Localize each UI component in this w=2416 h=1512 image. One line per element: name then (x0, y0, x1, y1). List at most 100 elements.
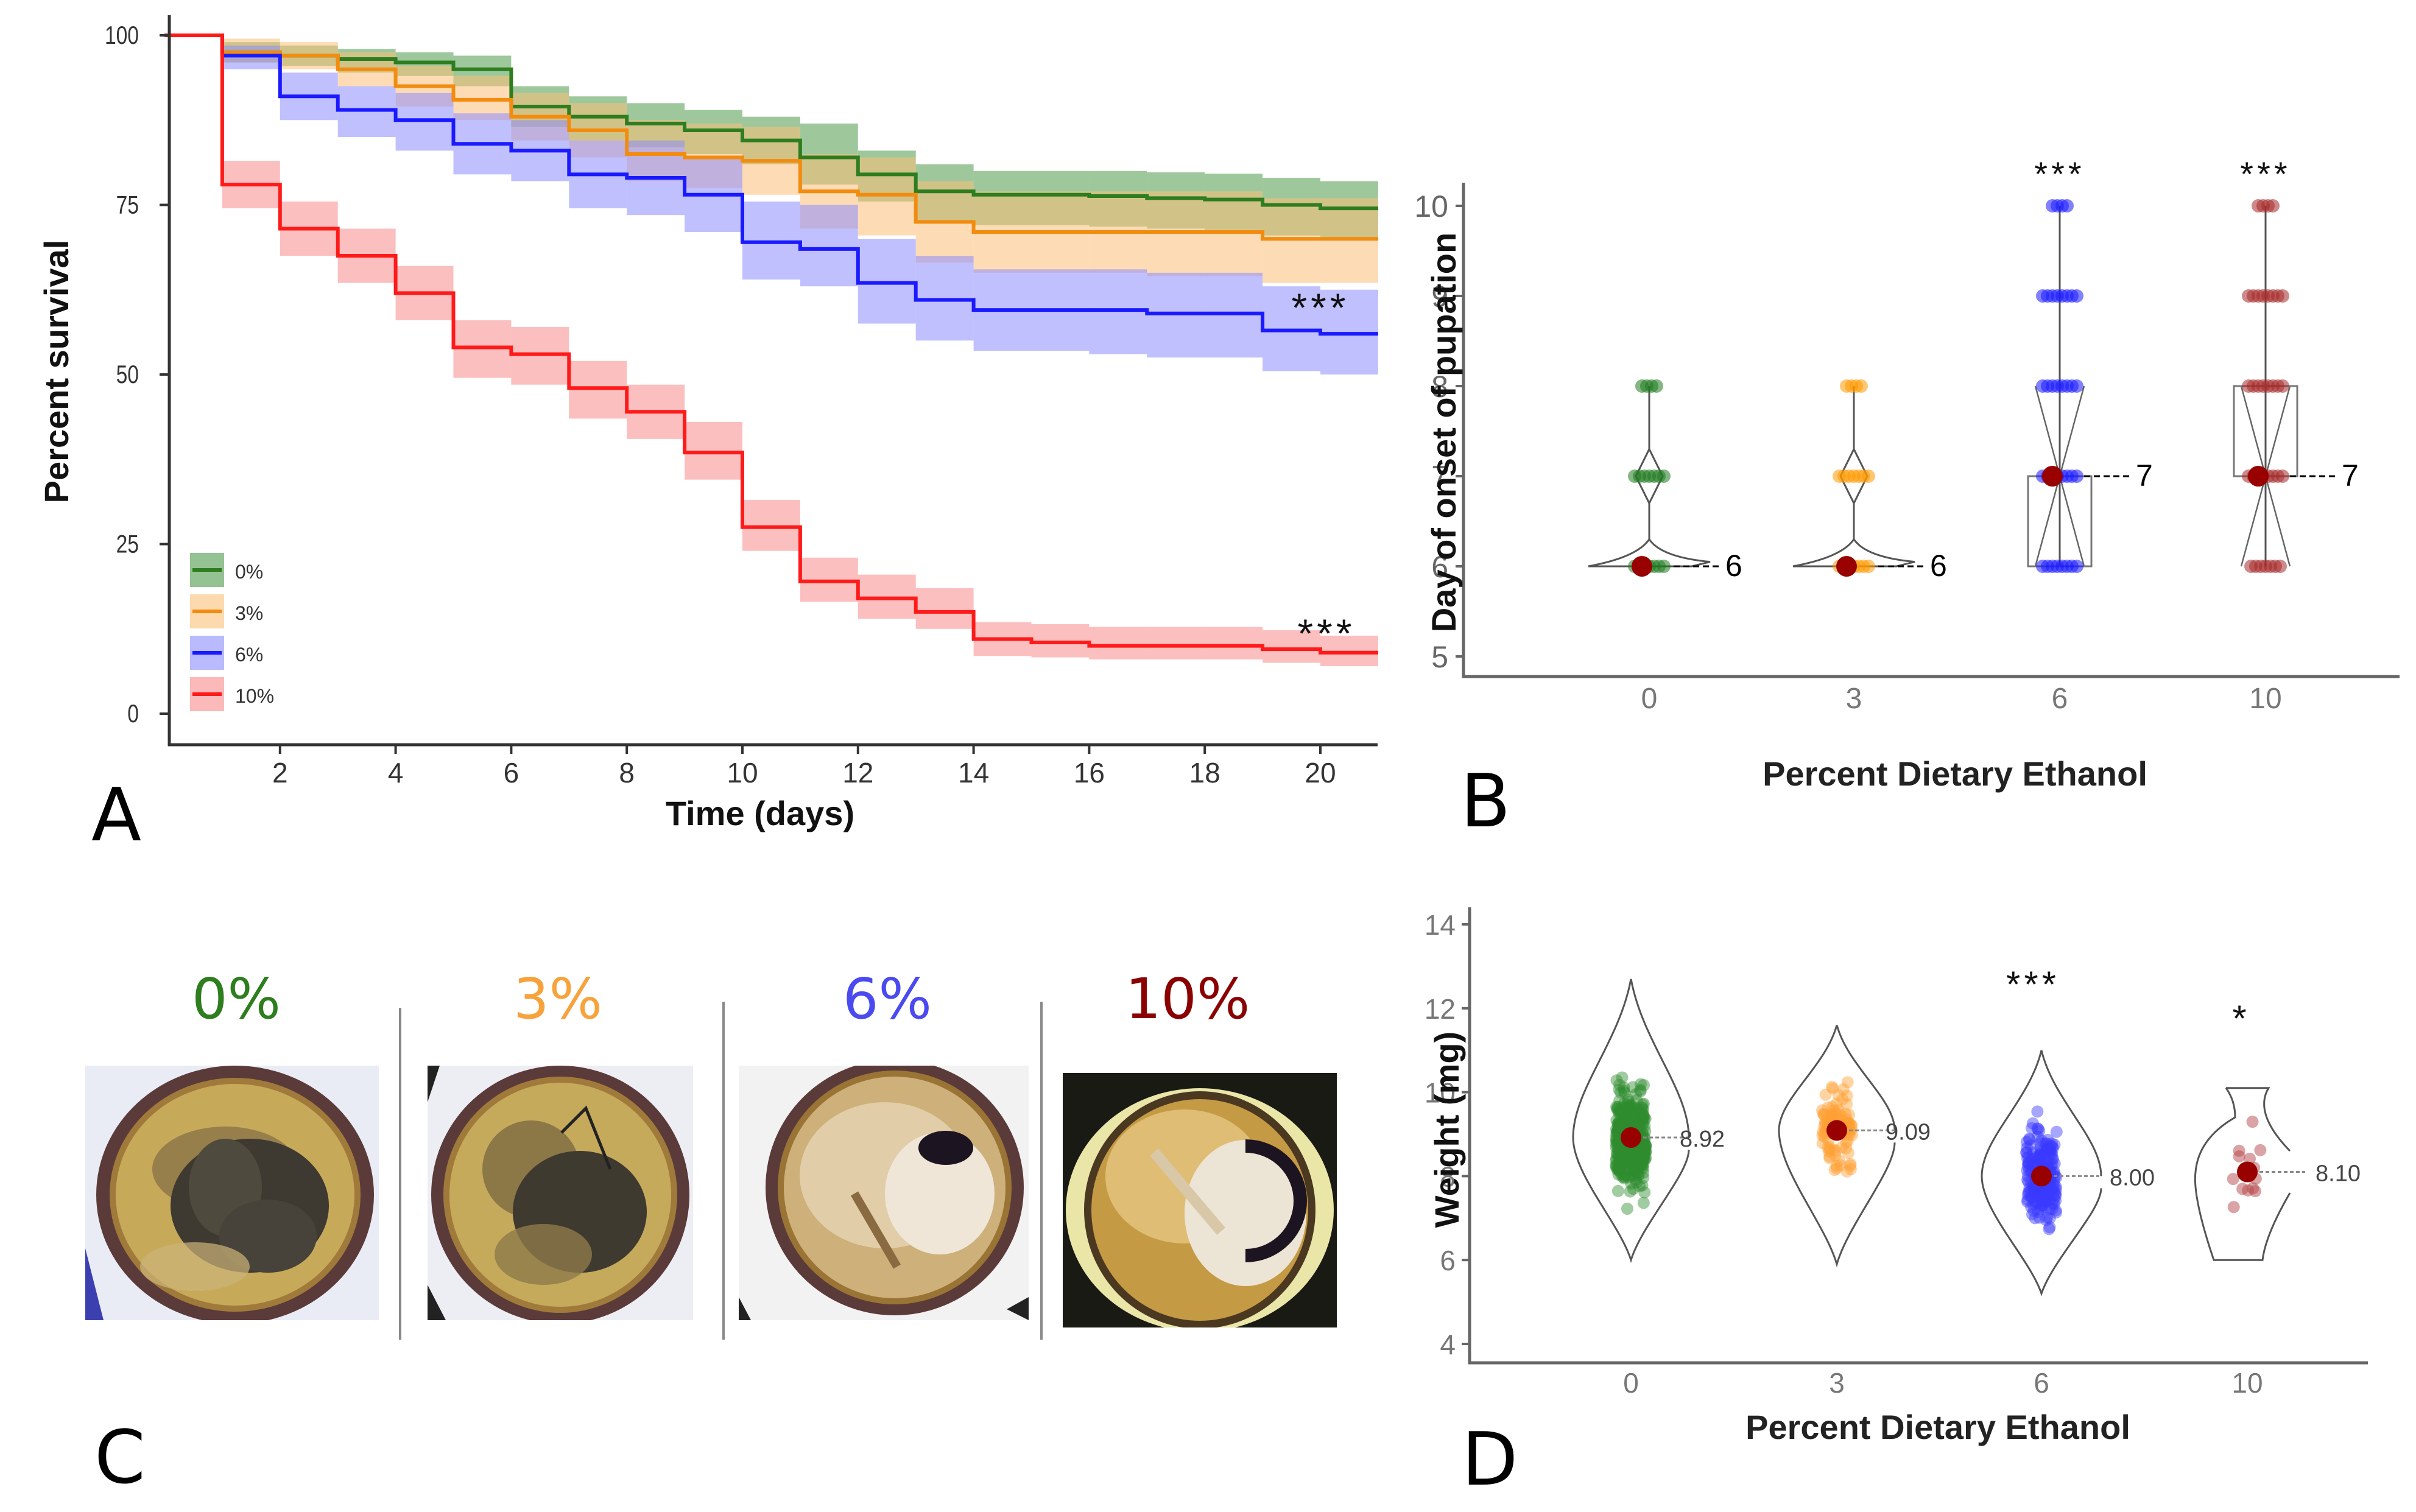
x-tick-label: 6 (504, 757, 519, 789)
mean-label: 8.10 (2316, 1161, 2361, 1187)
data-point (2043, 1144, 2056, 1156)
photo-label-10: 10% (1125, 966, 1250, 1032)
x-tick-label: 10 (727, 757, 758, 789)
data-point (2070, 560, 2083, 573)
data-point (1629, 1160, 1641, 1173)
data-point (2044, 1146, 2057, 1159)
data-point (2034, 1148, 2047, 1161)
data-point (1616, 1170, 1629, 1183)
data-point (1826, 1109, 1839, 1122)
data-point (2034, 1137, 2047, 1150)
data-point (1613, 1118, 1625, 1131)
data-point (1638, 1110, 1650, 1123)
data-point (1845, 1119, 1858, 1132)
mean-label: 8.92 (1680, 1127, 1725, 1152)
data-point (2038, 1194, 2051, 1206)
data-point (1610, 1132, 1622, 1145)
legend-label: 0% (235, 561, 263, 583)
data-point (1840, 1098, 1853, 1111)
data-point (1639, 1113, 1652, 1125)
data-point (1634, 1078, 1647, 1091)
data-point (1616, 1116, 1629, 1129)
data-point (1623, 1100, 1636, 1113)
data-point (1612, 1116, 1625, 1129)
y-axis-title: Weight (mg) (1428, 1032, 1466, 1228)
data-point (2021, 1170, 2034, 1183)
data-point (1637, 1110, 1650, 1123)
data-point (1635, 1150, 1647, 1162)
data-point (1833, 1155, 1846, 1167)
y-tick-label: 12 (1425, 993, 1456, 1025)
data-point (2046, 1197, 2059, 1210)
data-point (2033, 1149, 2046, 1162)
data-point (1630, 1155, 1643, 1167)
data-point (2048, 1198, 2060, 1211)
y-axis-title: Percent survival (37, 240, 76, 504)
x-tick-label: 12 (842, 757, 873, 789)
data-point (2046, 1152, 2059, 1165)
data-point (2048, 1157, 2061, 1170)
data-point (1632, 1118, 1644, 1131)
data-point (1637, 1172, 1650, 1184)
data-point (2032, 1187, 2045, 1200)
data-point (1625, 1100, 1638, 1113)
x-tick-label: 6 (2052, 683, 2068, 715)
x-axis-title: Percent Dietary Ethanol (1745, 1408, 2130, 1446)
data-point (2040, 1145, 2053, 1158)
data-point (1625, 1159, 1638, 1172)
survival-line-0pct (164, 33, 1378, 211)
data-point (1840, 1113, 1853, 1126)
data-point (1854, 379, 1868, 393)
median-marker (1632, 556, 1652, 577)
data-point (1816, 1129, 1829, 1142)
data-point (1625, 1099, 1638, 1111)
data-point (1633, 1117, 1646, 1130)
data-point (1613, 1116, 1625, 1128)
data-point (1613, 1078, 1626, 1091)
data-point (2043, 1186, 2055, 1199)
data-point (1632, 1151, 1644, 1164)
data-point (1622, 1171, 1635, 1184)
y-tick-label: 4 (1440, 1329, 1456, 1360)
photo-label-6: 6% (843, 966, 932, 1032)
data-point (1611, 1162, 1624, 1175)
data-point (2030, 1197, 2043, 1209)
x-axis-title: Time (days) (666, 794, 854, 832)
data-point (1639, 1139, 1652, 1152)
x-tick-label: 10 (2249, 683, 2281, 715)
data-point (1817, 1108, 1830, 1121)
data-point (1619, 1169, 1632, 1181)
data-point (2032, 1206, 2044, 1218)
data-point (1822, 1101, 1834, 1114)
data-point (1618, 1118, 1630, 1131)
ci-band-10pct (1205, 627, 1263, 659)
data-point (1610, 1123, 1622, 1136)
data-point (1612, 1105, 1625, 1118)
data-point (1616, 1114, 1629, 1127)
data-point (1635, 1145, 1648, 1158)
data-point (1618, 1170, 1631, 1183)
data-point (2041, 1133, 2054, 1146)
data-point (2033, 1125, 2046, 1138)
data-point (1618, 1086, 1631, 1099)
data-point (1630, 1111, 1643, 1124)
data-point (2027, 1204, 2040, 1217)
data-point (1822, 1145, 1835, 1158)
data-point (2040, 1153, 2052, 1166)
data-point (1837, 1083, 1850, 1095)
data-point (1630, 1162, 1643, 1175)
data-point (2026, 1192, 2038, 1204)
data-point (1842, 1147, 1854, 1159)
group-6: 7 *** (2027, 155, 2153, 573)
data-point (1630, 1114, 1643, 1127)
survival-chart: 0 25 50 75 100 2 4 6 8 10 12 14 16 18 20 Time (days) Per… (37, 15, 1378, 832)
y-tick-label: 10 (1414, 189, 1448, 223)
data-point (1638, 1132, 1651, 1145)
data-point (1840, 1089, 1853, 1102)
photo-divider (722, 1002, 725, 1340)
data-point (1616, 1116, 1629, 1129)
data-point (1633, 1180, 1646, 1192)
data-point (1613, 1158, 1625, 1171)
violin-outline (1981, 1050, 2102, 1296)
data-point (1629, 1155, 1641, 1167)
